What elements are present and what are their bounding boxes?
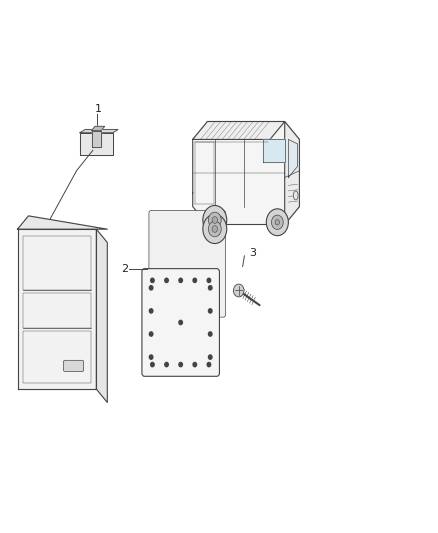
Circle shape bbox=[151, 278, 154, 282]
Circle shape bbox=[151, 362, 154, 367]
Circle shape bbox=[179, 362, 182, 367]
Bar bbox=[23, 331, 91, 383]
Circle shape bbox=[208, 355, 212, 359]
Circle shape bbox=[149, 332, 153, 336]
Polygon shape bbox=[193, 122, 300, 224]
FancyBboxPatch shape bbox=[64, 360, 84, 372]
Circle shape bbox=[203, 214, 227, 244]
Circle shape bbox=[275, 220, 279, 225]
Circle shape bbox=[208, 309, 212, 313]
Text: 3: 3 bbox=[250, 248, 257, 258]
Circle shape bbox=[233, 284, 244, 297]
Circle shape bbox=[149, 286, 153, 290]
Circle shape bbox=[165, 278, 168, 282]
Polygon shape bbox=[96, 229, 107, 402]
Circle shape bbox=[208, 332, 212, 336]
Polygon shape bbox=[80, 133, 113, 155]
Circle shape bbox=[149, 309, 153, 313]
Polygon shape bbox=[92, 126, 105, 131]
Polygon shape bbox=[18, 216, 107, 229]
Circle shape bbox=[266, 209, 288, 236]
Circle shape bbox=[179, 320, 183, 325]
Bar bbox=[23, 293, 91, 328]
Polygon shape bbox=[80, 130, 118, 133]
Text: 2: 2 bbox=[121, 264, 128, 274]
Ellipse shape bbox=[293, 191, 298, 200]
Polygon shape bbox=[92, 131, 101, 147]
Polygon shape bbox=[193, 122, 285, 140]
Circle shape bbox=[272, 215, 283, 229]
Circle shape bbox=[193, 278, 197, 282]
Circle shape bbox=[193, 362, 197, 367]
Polygon shape bbox=[285, 122, 300, 224]
Circle shape bbox=[149, 355, 153, 359]
Circle shape bbox=[165, 362, 168, 367]
FancyBboxPatch shape bbox=[142, 269, 219, 376]
Bar bbox=[23, 236, 91, 290]
Polygon shape bbox=[263, 140, 285, 162]
Polygon shape bbox=[288, 140, 297, 177]
Circle shape bbox=[208, 212, 221, 228]
Text: 1: 1 bbox=[95, 104, 102, 114]
Circle shape bbox=[208, 221, 221, 237]
Circle shape bbox=[212, 225, 218, 232]
FancyBboxPatch shape bbox=[149, 211, 226, 317]
Polygon shape bbox=[18, 229, 96, 389]
Circle shape bbox=[208, 286, 212, 290]
Circle shape bbox=[207, 278, 211, 282]
Circle shape bbox=[179, 278, 182, 282]
Circle shape bbox=[212, 216, 218, 223]
Circle shape bbox=[203, 205, 227, 235]
Circle shape bbox=[207, 362, 211, 367]
